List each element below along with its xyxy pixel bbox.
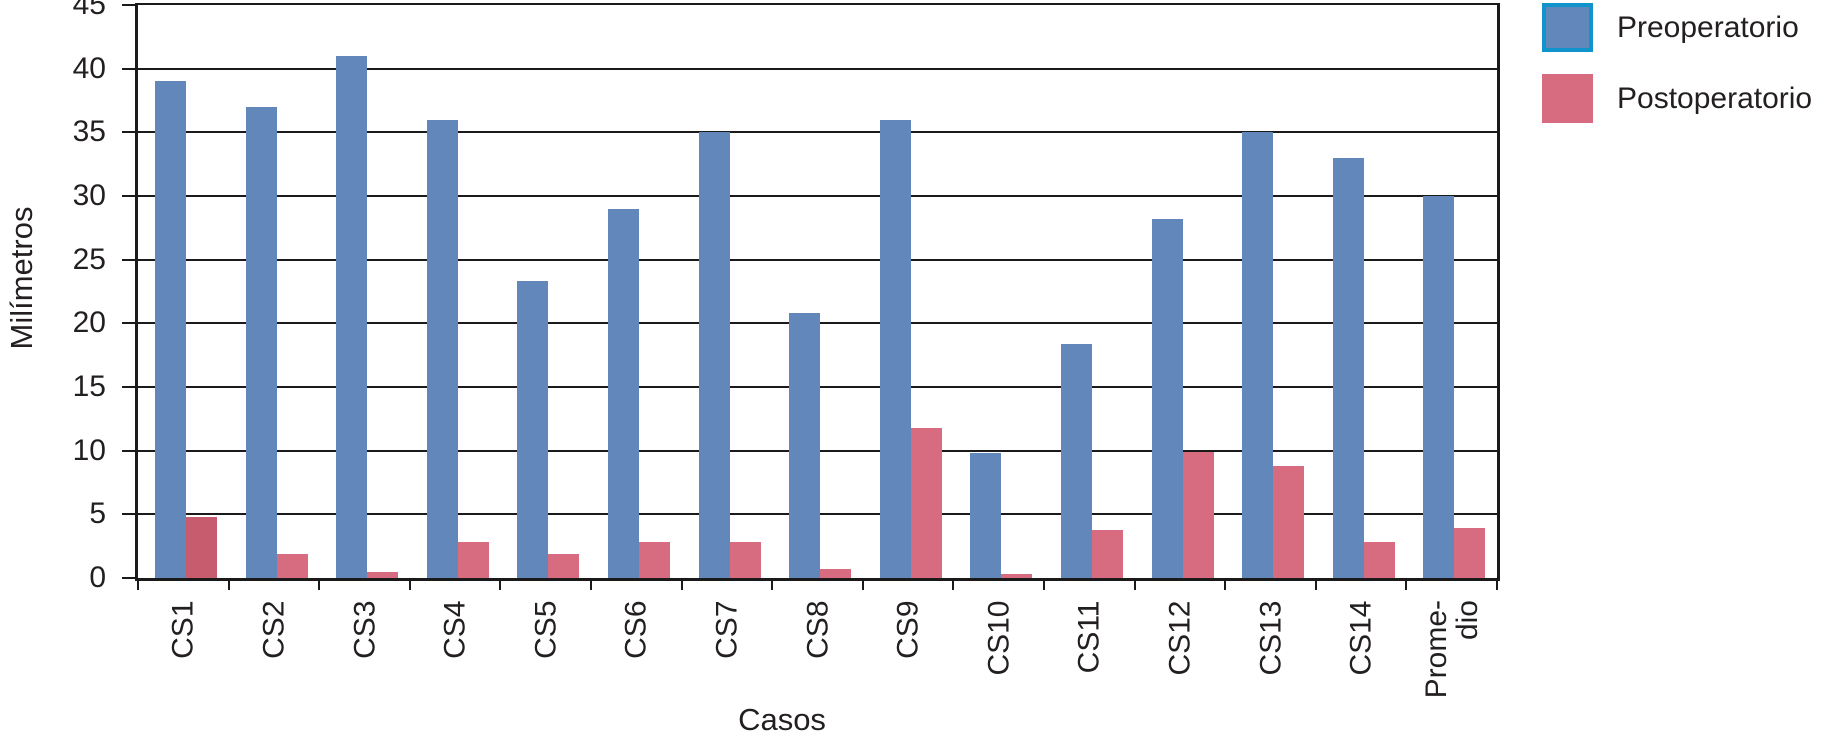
bar-postoperatorio-cs5 [548,553,580,578]
bar-preoperatorio-cs7 [698,132,730,578]
bar-preoperatorio-cs4 [426,119,458,578]
x-tick-mark-2 [318,578,321,590]
y-gridline-35 [138,131,1497,134]
bar-postoperatorio-cs11 [1092,529,1123,578]
bar-preoperatorio-cs3 [336,55,368,578]
bar-postoperatorio-cs9 [910,427,942,578]
bar-postoperatorio-cs12 [1182,451,1214,578]
y-tick-label-0: 0 [89,561,106,594]
x-tick-mark-6 [680,578,683,590]
y-tick-mark-5 [122,513,138,516]
bar-preoperatorio-cs2 [245,106,277,578]
y-tick-label-15: 15 [72,370,106,403]
y-tick-label-40: 40 [72,51,106,85]
x-tick-mark-14 [1405,578,1408,590]
bar-preoperatorio-cs14 [1332,157,1364,578]
x-tick-label-cs14: CS14 [1344,600,1378,676]
x-tick-mark-1 [227,578,230,590]
bar-preoperatorio-cs9 [879,119,911,578]
x-tick-mark-9 [952,578,955,590]
x-tick-mark-13 [1314,578,1317,590]
bar-postoperatorio-cs10 [1001,574,1033,578]
y-gridline-25 [138,258,1497,261]
x-tick-mark-10 [1043,578,1045,590]
legend: Preoperatorio Postoperatorio [1542,3,1812,123]
x-tick-mark-0 [137,578,139,590]
y-tick-label-35: 35 [72,115,106,149]
legend-label-postoperatorio: Postoperatorio [1617,81,1813,115]
legend-item-postoperatorio: Postoperatorio [1542,74,1812,123]
bar-preoperatorio-cs1 [155,81,186,578]
x-tick-label-cs12: CS12 [1163,600,1197,676]
bar-postoperatorio-cs1 [186,516,217,578]
y-tick-mark-35 [122,131,138,134]
bar-preoperatorio-cs5 [517,281,549,578]
bar-postoperatorio-cs14 [1363,542,1395,578]
bar-postoperatorio-cs6 [639,542,670,578]
y-tick-label-30: 30 [72,179,106,212]
bar-postoperatorio-cs7 [729,542,761,578]
y-gridline-30 [138,195,1497,197]
x-tick-mark-7 [771,578,774,590]
y-tick-label-5: 5 [89,497,106,531]
x-tick-label-promedio: Prome- dio [1419,600,1484,699]
x-tick-label-cs10: CS10 [982,600,1016,676]
x-tick-label-cs4: CS4 [438,600,472,659]
y-tick-label-20: 20 [72,306,106,340]
bar-preoperatorio-cs8 [789,313,821,578]
x-tick-label-cs5: CS5 [529,600,563,659]
y-tick-mark-45 [122,4,138,6]
x-tick-label-cs11: CS11 [1072,600,1106,673]
bar-postoperatorio-cs3 [367,571,399,578]
y-gridline-40 [138,67,1497,70]
bar-preoperatorio-cs10 [970,453,1002,578]
x-axis-title: Casos [738,702,826,737]
x-tick-mark-4 [499,578,502,590]
x-tick-mark-5 [590,578,592,590]
bar-postoperatorio-cs13 [1273,465,1305,578]
x-tick-label-cs13: CS13 [1254,600,1287,676]
x-tick-label-cs3: CS3 [348,600,381,659]
plot-area [135,3,1500,581]
y-tick-mark-25 [122,258,138,261]
legend-swatch-postoperatorio [1542,74,1593,123]
x-tick-label-cs9: CS9 [891,600,925,659]
y-tick-label-10: 10 [72,433,106,467]
bar-preoperatorio-cs6 [608,208,639,578]
y-tick-mark-10 [122,449,138,452]
x-tick-label-cs7: CS7 [710,600,744,659]
bar-postoperatorio-cs4 [457,542,489,578]
x-tick-label-cs6: CS6 [619,600,653,659]
y-tick-label-45: 45 [72,0,106,21]
legend-label-preoperatorio: Preoperatorio [1617,10,1799,44]
bar-preoperatorio-promedio [1423,196,1455,578]
bar-preoperatorio-cs11 [1061,343,1092,578]
bar-preoperatorio-cs12 [1151,218,1183,578]
x-tick-mark-15 [1496,578,1498,590]
y-tick-mark-0 [122,577,138,579]
bar-preoperatorio-cs13 [1242,132,1274,578]
bar-postoperatorio-promedio [1454,528,1486,578]
y-tick-mark-40 [122,67,138,70]
x-tick-mark-8 [861,578,864,590]
y-tick-mark-20 [122,322,138,325]
x-tick-label-cs2: CS2 [257,600,291,659]
bar-postoperatorio-cs8 [820,569,852,578]
x-tick-mark-3 [408,578,411,590]
x-tick-mark-12 [1224,578,1227,590]
legend-swatch-preoperatorio [1542,3,1593,52]
y-tick-label-25: 25 [72,242,106,276]
bar-postoperatorio-cs2 [276,553,308,578]
y-tick-mark-30 [122,195,138,197]
x-tick-mark-11 [1133,578,1136,590]
legend-item-preoperatorio: Preoperatorio [1542,3,1812,52]
x-tick-label-cs1: CS1 [166,600,200,659]
x-tick-label-cs8: CS8 [801,600,834,659]
y-tick-mark-15 [122,386,138,388]
